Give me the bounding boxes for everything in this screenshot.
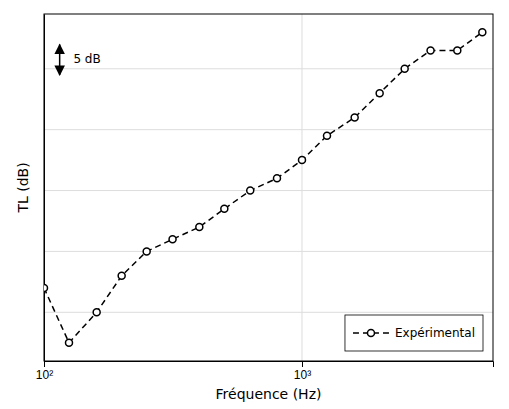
series-line xyxy=(44,32,482,342)
data-point xyxy=(323,132,330,139)
legend-label: Expérimental xyxy=(395,326,475,340)
chart: 10² 10³ 5 dB Expérimental Fréquence (Hz) TL (… xyxy=(0,0,509,409)
data-point xyxy=(401,65,408,72)
grid-line-y xyxy=(44,312,493,313)
grid xyxy=(44,14,493,361)
data-point xyxy=(93,309,100,316)
data-point xyxy=(351,114,358,121)
annotation-arrow xyxy=(59,44,61,74)
data-point xyxy=(247,187,254,194)
legend-marker xyxy=(367,330,374,337)
data-point xyxy=(196,224,203,231)
grid-line-y xyxy=(44,129,493,130)
x-tick-mark xyxy=(44,361,45,367)
data-point xyxy=(479,29,486,36)
data-point xyxy=(427,47,434,54)
x-tick: 10² xyxy=(36,361,53,382)
data-point xyxy=(454,47,461,54)
y-axis xyxy=(44,15,46,362)
grid-line-x xyxy=(301,14,302,361)
data-point xyxy=(44,284,48,291)
x-tick-mark xyxy=(302,361,303,367)
x-tick-label: 10³ xyxy=(294,368,311,382)
x-axis: 10² 10³ xyxy=(36,361,494,382)
grid-line-y xyxy=(44,190,493,191)
data-point xyxy=(143,248,150,255)
x-axis-title: Fréquence (Hz) xyxy=(216,386,322,402)
data-point xyxy=(298,157,305,164)
legend: Expérimental xyxy=(345,315,483,351)
annotation-text: 5 dB xyxy=(73,52,100,66)
plot-frame xyxy=(44,14,493,361)
y-axis-title: TL (dB) xyxy=(15,162,31,213)
x-tick: 10³ xyxy=(294,361,311,382)
data-point xyxy=(169,236,176,243)
y-axis-line xyxy=(44,15,45,362)
legend-box xyxy=(345,315,483,351)
data-point xyxy=(221,205,228,212)
data-point xyxy=(273,175,280,182)
x-tick-label: 10² xyxy=(36,368,53,382)
legend-item: Expérimental xyxy=(353,326,475,340)
plot: 10² 10³ 5 dB Expérimental xyxy=(36,14,494,382)
grid-line-y xyxy=(44,68,493,69)
grid-line-y xyxy=(44,251,493,252)
marks xyxy=(44,29,486,346)
data-point xyxy=(376,90,383,97)
x-axis-line xyxy=(45,362,494,368)
data-point xyxy=(118,272,125,279)
data-point xyxy=(66,339,73,346)
